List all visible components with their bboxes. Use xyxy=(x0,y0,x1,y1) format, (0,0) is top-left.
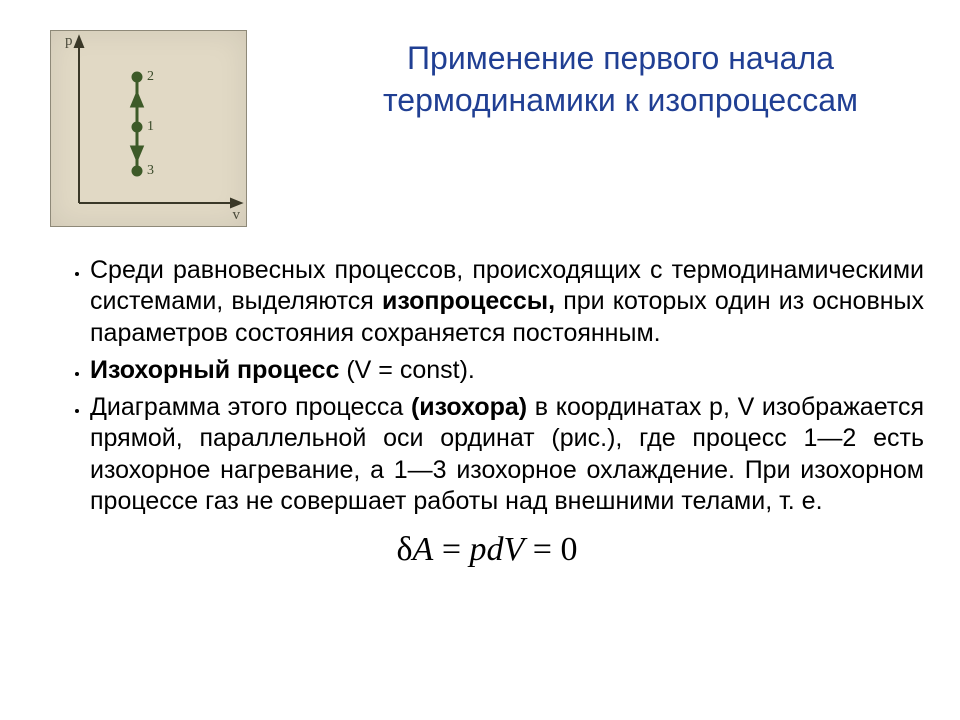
bullet-1-bold: изопроцессы, xyxy=(382,287,555,315)
y-axis-label: p xyxy=(65,33,73,50)
point-label-2: 2 xyxy=(147,69,154,85)
x-axis-label: v xyxy=(233,207,241,224)
formula-lhs: A xyxy=(413,531,434,568)
body-list: Среди равновесных процессов, происходящи… xyxy=(50,255,924,517)
bullet-2-bold: Изохорный процесс xyxy=(90,356,346,384)
bullet-2: Изохорный процесс (V = const). xyxy=(90,355,924,386)
bullet-2-rest: (V = const). xyxy=(346,356,475,384)
slide: p v 2 1 3 Применение первого начала терм… xyxy=(0,0,960,720)
formula-delta: δ xyxy=(397,531,413,568)
formula-eq1: = xyxy=(433,531,469,568)
bullet-3: Диаграмма этого процесса (изохора) в коо… xyxy=(90,392,924,517)
formula: δA = pdV = 0 xyxy=(50,531,924,569)
formula-rhs: 0 xyxy=(560,531,577,568)
point-label-1: 1 xyxy=(147,119,154,135)
pv-diagram: p v 2 1 3 xyxy=(50,30,247,227)
bullet-3-part-a: Диаграмма этого процесса xyxy=(90,393,411,421)
slide-title: Применение первого начала термодинамики … xyxy=(317,38,924,121)
formula-eq2: = xyxy=(524,531,560,568)
top-row: p v 2 1 3 Применение первого начала терм… xyxy=(50,30,924,227)
bullet-1: Среди равновесных процессов, происходящи… xyxy=(90,255,924,349)
formula-mid: pdV xyxy=(470,531,525,568)
point-label-3: 3 xyxy=(147,163,154,179)
bullet-3-bold: (изохора) xyxy=(411,393,527,421)
